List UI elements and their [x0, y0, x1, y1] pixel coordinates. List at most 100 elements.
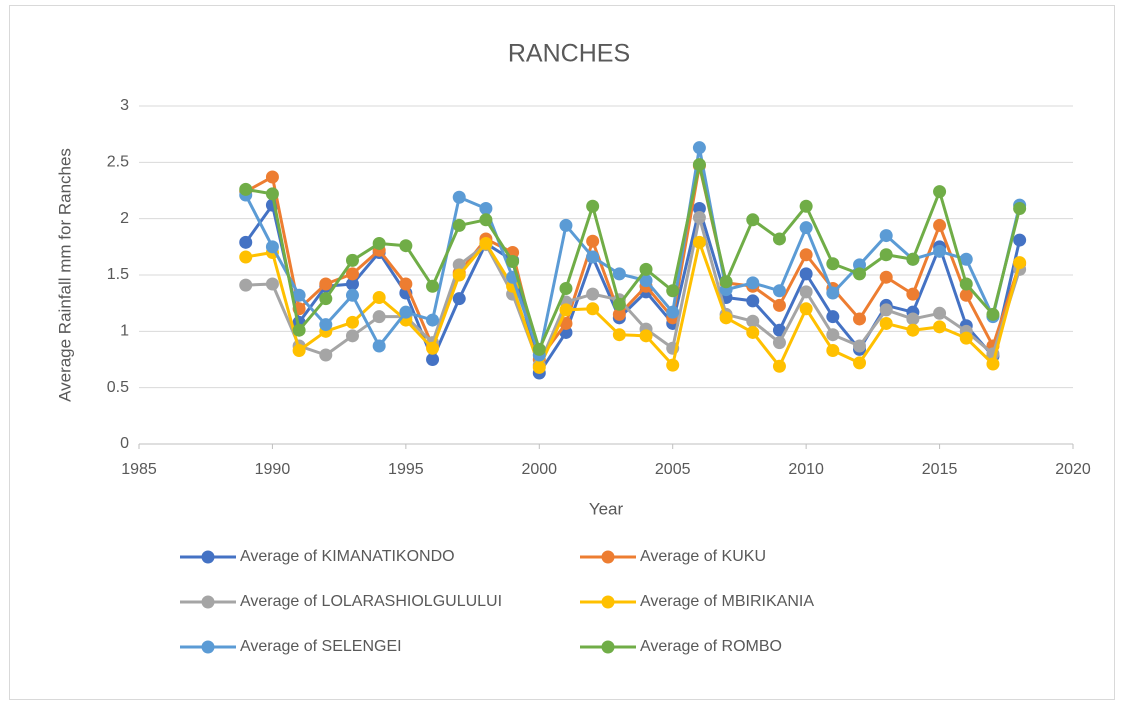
data-point — [345, 277, 359, 291]
data-point — [719, 311, 733, 325]
data-point — [826, 310, 840, 324]
y-tick-label: 2 — [120, 210, 129, 227]
data-point — [399, 305, 413, 319]
data-point — [692, 158, 706, 172]
x-tick-label: 2010 — [788, 461, 824, 478]
data-point — [319, 277, 333, 291]
data-point — [452, 218, 466, 232]
data-point — [772, 359, 786, 373]
data-point — [906, 287, 920, 301]
data-point — [479, 236, 493, 250]
data-point — [799, 302, 813, 316]
data-point — [906, 252, 920, 266]
data-point — [345, 329, 359, 343]
data-point — [879, 303, 893, 317]
data-point — [426, 353, 440, 366]
chart-title: RANCHES — [508, 40, 630, 68]
data-point — [853, 267, 867, 281]
legend-label: Average of KIMANATIKONDO — [240, 548, 455, 565]
data-point — [692, 202, 706, 216]
data-point — [692, 211, 706, 225]
data-point — [879, 248, 893, 262]
data-point — [772, 336, 786, 350]
data-point — [319, 318, 333, 332]
data-point — [986, 307, 1000, 321]
data-point — [959, 252, 973, 266]
data-point — [452, 258, 466, 272]
data-point — [639, 329, 653, 343]
data-point — [986, 357, 1000, 371]
data-point — [639, 274, 653, 288]
data-point — [799, 267, 813, 281]
legend-marker — [601, 550, 615, 564]
x-tick-label: 1995 — [388, 461, 424, 478]
data-point — [265, 170, 279, 184]
data-point — [586, 250, 600, 264]
data-point — [666, 305, 680, 319]
data-point — [959, 288, 973, 302]
data-point — [746, 213, 760, 227]
data-point — [933, 306, 947, 320]
data-point — [452, 268, 466, 282]
data-point — [319, 348, 333, 362]
y-tick-label: 3 — [120, 97, 129, 114]
data-point — [265, 187, 279, 201]
data-point — [692, 235, 706, 249]
data-point — [532, 342, 546, 356]
data-point — [372, 310, 386, 324]
data-point — [239, 235, 253, 249]
data-point — [746, 294, 760, 308]
data-point — [612, 297, 626, 311]
data-point — [292, 343, 306, 357]
data-point — [345, 288, 359, 302]
data-point — [452, 190, 466, 204]
data-point — [1013, 256, 1027, 270]
data-point — [265, 240, 279, 254]
data-point — [959, 331, 973, 345]
legend-label: Average of SELENGEI — [240, 638, 402, 655]
data-point — [426, 313, 440, 327]
data-point — [772, 298, 786, 312]
data-point — [879, 316, 893, 330]
x-axis-title: Year — [589, 499, 624, 518]
data-point — [612, 267, 626, 281]
x-tick-label: 2020 — [1055, 461, 1091, 478]
data-point — [426, 279, 440, 293]
y-tick-label: 1.5 — [107, 266, 129, 283]
chart-frame — [9, 5, 1115, 700]
data-point — [853, 356, 867, 370]
data-point — [426, 341, 440, 355]
data-point — [292, 323, 306, 337]
data-point — [799, 248, 813, 262]
data-point — [292, 288, 306, 302]
data-point — [639, 262, 653, 276]
data-point — [666, 284, 680, 298]
data-point — [879, 270, 893, 284]
data-point — [345, 253, 359, 267]
data-point — [559, 282, 573, 296]
data-point — [612, 328, 626, 342]
y-tick-label: 0 — [120, 435, 129, 452]
x-tick-label: 2000 — [521, 461, 557, 478]
data-point — [239, 278, 253, 292]
data-point — [746, 276, 760, 290]
data-point — [479, 213, 493, 227]
x-tick-label: 1990 — [255, 461, 291, 478]
data-point — [799, 221, 813, 235]
data-point — [372, 291, 386, 305]
data-point — [746, 314, 760, 328]
data-point — [586, 287, 600, 301]
legend-marker — [201, 595, 215, 609]
legend-label: Average of LOLARASHIOLGULULUI — [240, 593, 502, 610]
x-tick-label: 2005 — [655, 461, 691, 478]
data-point — [853, 339, 867, 353]
legend-marker — [601, 640, 615, 654]
data-point — [1013, 202, 1027, 216]
data-point — [399, 277, 413, 291]
data-point — [372, 236, 386, 250]
data-point — [826, 328, 840, 342]
data-point — [345, 315, 359, 329]
legend-marker — [201, 640, 215, 654]
legend-label: Average of KUKU — [640, 548, 766, 565]
